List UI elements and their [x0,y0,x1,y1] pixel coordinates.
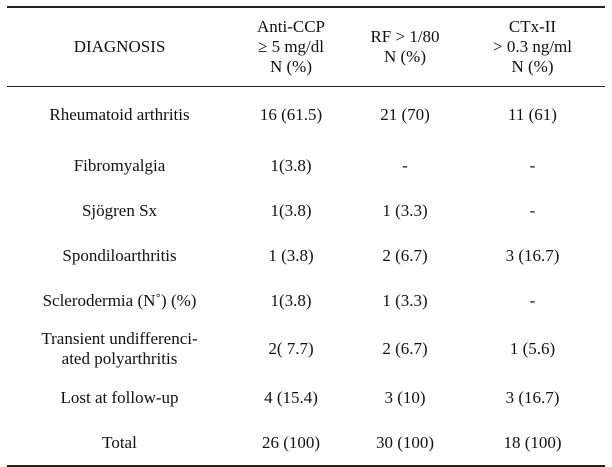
diagnosis-text: Sclerodermia (N˚) (%) [42,290,197,310]
anti-ccp-cell: 1(3.8) [270,290,312,310]
table-row: Fibromyalgia 1(3.8) - - [7,143,605,188]
rf-cell: 1 (3.3) [382,290,428,310]
anti-ccp-cell: 1(3.8) [270,155,312,175]
header-anti-ccp: Anti-CCP ≥ 5 mg/dl N (%) [232,7,350,87]
diagnosis-text: Sjögren Sx [81,200,158,220]
anti-ccp-cell: 1(3.8) [270,200,312,220]
table-row: Rheumatoid arthritis 16 (61.5) 21 (70) 1… [7,87,605,144]
header-ctx-ii-line-2: > 0.3 ng/ml [492,37,572,56]
diagnosis-text: Fibromyalgia [73,155,166,175]
table-body: Rheumatoid arthritis 16 (61.5) 21 (70) 1… [7,87,605,466]
header-rf-line-2: N (%) [383,47,426,66]
rf-cell: 1 (3.3) [382,200,428,220]
rf-cell: 2 (6.7) [382,245,428,265]
diagnosis-text: Rheumatoid arthritis [49,105,190,124]
anti-ccp-cell: 2( 7.7) [268,339,314,358]
ctx-ii-cell: 11 (61) [508,105,557,124]
diagnosis-cell: Sclerodermia (N˚) (%) [7,278,232,323]
ctx-ii-cell: - [529,290,536,310]
table-row: Lost at follow-up 4 (15.4) 3 (10) 3 (16.… [7,375,605,420]
rf-cell: 2 (6.7) [382,339,428,358]
diagnosis-cell: Lost at follow-up [7,375,232,420]
ctx-ii-cell: 1 (5.6) [509,339,556,358]
anti-ccp-cell: 16 (61.5) [259,105,323,124]
ctx-ii-cell: 18 (100) [503,432,562,452]
diagnosis-cell: Transient undifferenci- ated polyarthrit… [7,323,232,375]
header-diagnosis-line: DIAGNOSIS [73,37,166,56]
diagnosis-text-line-2: ated polyarthritis [61,349,178,368]
diagnosis-text-line-1: Transient undifferenci- [41,329,198,348]
header-anti-ccp-line-2: ≥ 5 mg/dl [258,37,324,56]
diagnosis-text: Total [102,432,137,452]
header-row: DIAGNOSIS Anti-CCP ≥ 5 mg/dl N (%) RF > … [7,7,605,87]
diagnosis-table-container: DIAGNOSIS Anti-CCP ≥ 5 mg/dl N (%) RF > … [7,6,605,467]
header-ctx-ii: CTx-II > 0.3 ng/ml N (%) [460,7,605,87]
header-ctx-ii-line-1: CTx-II [508,17,557,36]
header-ctx-ii-line-3: N (%) [511,57,554,76]
header-anti-ccp-line-3: N (%) [269,57,312,76]
ctx-ii-cell: - [529,155,536,175]
diagnosis-table: DIAGNOSIS Anti-CCP ≥ 5 mg/dl N (%) RF > … [7,6,605,467]
table-row: Sjögren Sx 1(3.8) 1 (3.3) - [7,188,605,233]
rf-cell: 21 (70) [380,105,430,124]
diagnosis-cell: Sjögren Sx [7,188,232,233]
table-header: DIAGNOSIS Anti-CCP ≥ 5 mg/dl N (%) RF > … [7,7,605,87]
rf-cell: 3 (10) [384,387,426,407]
table-row: Sclerodermia (N˚) (%) 1(3.8) 1 (3.3) - [7,278,605,323]
table-row: Transient undifferenci- ated polyarthrit… [7,323,605,375]
ctx-ii-cell: 3 (16.7) [505,387,560,407]
table-row: Spondiloarthritis 1 (3.8) 2 (6.7) 3 (16.… [7,233,605,278]
header-anti-ccp-line-1: Anti-CCP [256,17,326,36]
diagnosis-cell: Total [7,420,232,466]
diagnosis-text: Lost at follow-up [60,387,179,407]
header-rf: RF > 1/80 N (%) [350,7,460,87]
rf-cell: 30 (100) [375,432,435,452]
diagnosis-cell: Rheumatoid arthritis [7,87,232,144]
header-rf-line-1: RF > 1/80 [370,27,440,46]
header-diagnosis: DIAGNOSIS [7,7,232,87]
diagnosis-cell: Spondiloarthritis [7,233,232,278]
ctx-ii-cell: - [529,200,536,220]
rf-cell: - [402,155,408,175]
ctx-ii-cell: 3 (16.7) [505,245,560,265]
table-row-total: Total 26 (100) 30 (100) 18 (100) [7,420,605,466]
anti-ccp-cell: 26 (100) [261,432,321,452]
diagnosis-cell: Fibromyalgia [7,143,232,188]
anti-ccp-cell: 4 (15.4) [264,387,318,407]
diagnosis-text: Spondiloarthritis [62,245,177,265]
anti-ccp-cell: 1 (3.8) [268,245,314,265]
